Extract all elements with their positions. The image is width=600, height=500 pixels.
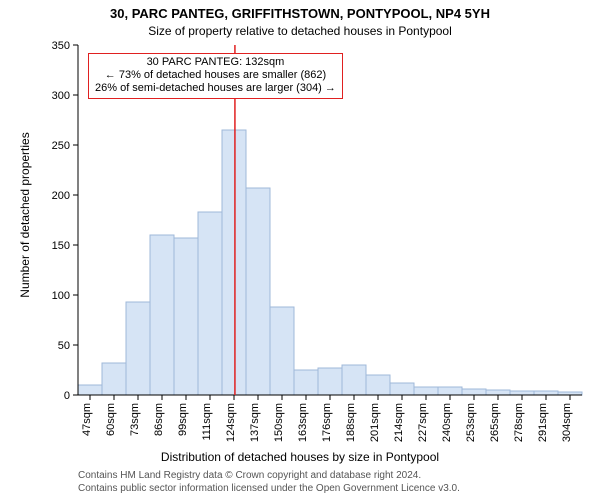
callout-line2: ← 73% of detached houses are smaller (86… <box>95 69 336 82</box>
x-tick-label: 150sqm <box>273 403 285 442</box>
y-tick-label: 50 <box>58 340 70 352</box>
x-tick-label: 291sqm <box>537 403 549 442</box>
histogram-bar <box>414 387 438 395</box>
x-tick-label: 278sqm <box>513 403 525 442</box>
histogram-bar <box>102 363 126 395</box>
y-tick-label: 150 <box>52 240 70 252</box>
x-tick-label: 111sqm <box>201 403 213 441</box>
y-tick-label: 350 <box>52 40 70 52</box>
x-tick-label: 214sqm <box>393 403 405 442</box>
x-tick-label: 240sqm <box>441 403 453 442</box>
histogram-bar <box>438 387 462 395</box>
histogram-bar <box>174 238 198 395</box>
histogram-bar <box>150 235 174 395</box>
y-tick-label: 300 <box>52 90 70 102</box>
histogram-bar <box>534 391 558 395</box>
callout-line1: 30 PARC PANTEG: 132sqm <box>95 56 336 69</box>
y-tick-label: 250 <box>52 140 70 152</box>
histogram-bar <box>390 383 414 395</box>
x-tick-label: 304sqm <box>561 403 573 442</box>
x-tick-label: 47sqm <box>81 403 93 436</box>
x-tick-label: 73sqm <box>129 403 141 436</box>
histogram-bar <box>126 302 150 395</box>
histogram-bar <box>294 370 318 395</box>
x-tick-label: 253sqm <box>465 403 477 442</box>
histogram-bar <box>462 389 486 395</box>
chart-container: { "title_line1": "30, PARC PANTEG, GRIFF… <box>0 0 600 500</box>
x-tick-label: 188sqm <box>345 403 357 442</box>
x-tick-label: 163sqm <box>297 403 309 442</box>
histogram-bar <box>78 385 102 395</box>
footer-line1: Contains HM Land Registry data © Crown c… <box>78 470 421 481</box>
histogram-bar <box>198 212 222 395</box>
y-tick-label: 200 <box>52 190 70 202</box>
x-tick-label: 60sqm <box>105 403 117 436</box>
y-tick-label: 100 <box>52 290 70 302</box>
x-tick-label: 86sqm <box>153 403 165 436</box>
x-tick-label: 176sqm <box>321 403 333 442</box>
reference-callout: 30 PARC PANTEG: 132sqm ← 73% of detached… <box>88 53 343 99</box>
histogram-bar <box>342 365 366 395</box>
callout-line3: 26% of semi-detached houses are larger (… <box>95 82 336 95</box>
histogram-bar <box>366 375 390 395</box>
x-tick-label: 137sqm <box>249 403 261 442</box>
y-tick-label: 0 <box>64 390 70 402</box>
histogram-bar <box>270 307 294 395</box>
x-tick-label: 201sqm <box>369 403 381 442</box>
footer-line2: Contains public sector information licen… <box>78 483 460 494</box>
histogram-bar <box>318 368 342 395</box>
x-tick-label: 124sqm <box>225 403 237 442</box>
x-tick-label: 227sqm <box>417 403 429 442</box>
histogram-bar <box>486 390 510 395</box>
x-tick-label: 265sqm <box>489 403 501 442</box>
x-tick-label: 99sqm <box>177 403 189 436</box>
histogram-bar <box>246 188 270 395</box>
histogram-bar <box>510 391 534 395</box>
x-axis-label: Distribution of detached houses by size … <box>0 450 600 464</box>
y-axis-label: Number of detached properties <box>18 115 32 315</box>
histogram-bar <box>222 130 246 395</box>
